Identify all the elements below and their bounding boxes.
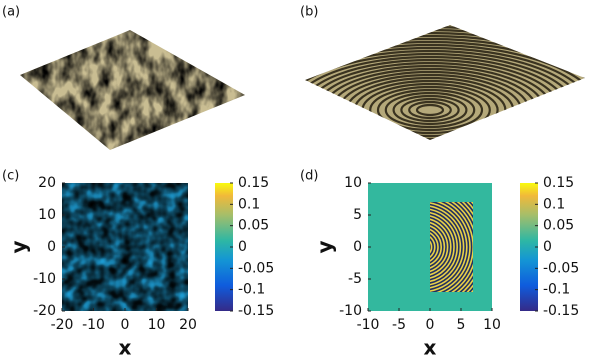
stripe	[384, 91, 476, 129]
panel-label: (c)	[2, 169, 19, 184]
x-tick-label: 10	[148, 317, 166, 333]
y-tick-label: -5	[348, 271, 362, 287]
stripe	[430, 203, 466, 291]
colorbar-tick-label: 0.15	[238, 175, 269, 191]
y-axis-label: y	[7, 240, 31, 253]
x-axis-label: x	[119, 336, 132, 360]
heatmap-c	[62, 183, 188, 311]
panel-label: (a)	[2, 5, 20, 20]
x-tick-label: 0	[426, 317, 435, 333]
x-tick-label: -20	[51, 317, 74, 333]
y-tick-label: 10	[344, 175, 362, 191]
stripe	[430, 220, 450, 274]
y-axis-label: y	[313, 240, 337, 253]
colorbar	[215, 183, 233, 311]
stripe	[430, 230, 441, 264]
colorbar-tick-label: 0.05	[543, 218, 574, 234]
x-tick-label: 0	[121, 317, 130, 333]
heatmap-d	[368, 183, 492, 311]
stripe	[305, 31, 585, 140]
y-tick-label: 5	[353, 207, 362, 223]
stripe	[430, 213, 457, 281]
stripe	[430, 226, 444, 268]
x-tick-label: -10	[82, 317, 105, 333]
stripe	[305, 40, 585, 140]
panel-label: (b)	[300, 5, 318, 20]
x-tick-label: 10	[483, 317, 501, 333]
stripe	[408, 100, 452, 120]
x-axis-label: x	[424, 336, 437, 360]
stripe	[430, 238, 434, 256]
y-tick-label: 20	[38, 175, 56, 191]
x-tick-label: -10	[357, 317, 380, 333]
colorbar-tick-label: -0.15	[543, 303, 579, 319]
colorbar-tick-label: 0	[543, 239, 552, 255]
colorbar-tick-label: 0	[238, 239, 247, 255]
stripe	[305, 46, 585, 140]
colorbar-tick-label: -0.1	[238, 282, 265, 298]
y-tick-label: -10	[339, 303, 362, 319]
y-tick-label: 0	[353, 239, 362, 255]
stripe	[392, 94, 468, 126]
x-tick-label: 5	[457, 317, 466, 333]
x-tick-label: 20	[179, 317, 197, 333]
stripe	[430, 216, 454, 278]
stripe	[440, 202, 473, 292]
stripe	[430, 223, 447, 271]
y-tick-label: -10	[33, 271, 56, 287]
stripe	[430, 210, 460, 284]
colorbar-tick-label: 0.05	[238, 218, 269, 234]
colorbar-tick-label: -0.1	[543, 282, 570, 298]
colorbar-tick-label: 0.15	[543, 175, 574, 191]
y-tick-label: 0	[47, 239, 56, 255]
stripe	[369, 85, 491, 135]
stripe	[430, 202, 470, 292]
y-tick-label: -20	[33, 303, 56, 319]
colorbar-tick-label: -0.05	[238, 260, 274, 276]
stripe	[305, 34, 585, 140]
stripe	[415, 103, 445, 117]
colorbar-tick-label: 0.1	[238, 196, 260, 212]
y-tick-label: 10	[38, 207, 56, 223]
x-tick-label: -5	[392, 317, 406, 333]
panel-label: (d)	[300, 169, 318, 184]
stripe	[430, 234, 438, 260]
colorbar	[520, 183, 538, 311]
surface-a	[20, 30, 245, 150]
colorbar-tick-label: -0.05	[543, 260, 579, 276]
colorbar-tick-label: 0.1	[543, 196, 565, 212]
stripe	[305, 43, 585, 140]
stripe	[376, 88, 484, 132]
colorbar-tick-label: -0.15	[238, 303, 274, 319]
stripe	[400, 97, 460, 123]
stripe	[305, 37, 585, 140]
stripe	[430, 207, 463, 287]
